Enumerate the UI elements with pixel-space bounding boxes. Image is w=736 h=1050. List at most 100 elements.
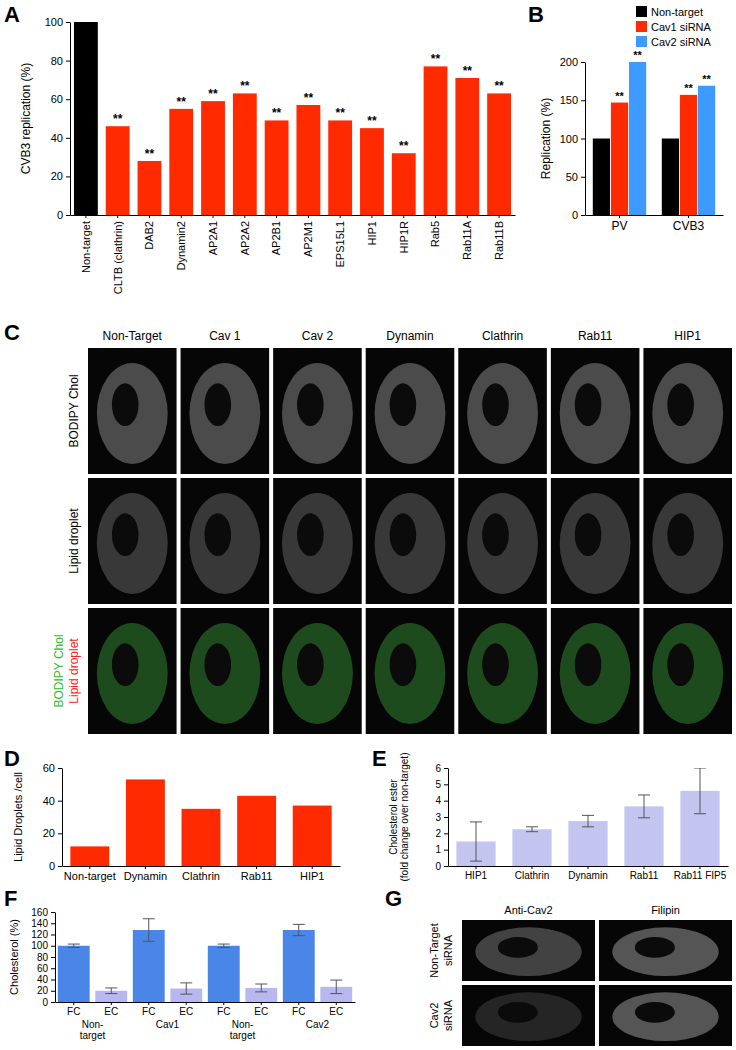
tick: Non-target (80, 215, 92, 273)
tick: 20 (51, 170, 70, 182)
cell (467, 623, 538, 724)
tick: EC (254, 1002, 268, 1017)
nucleus (297, 643, 324, 686)
nucleus (390, 383, 417, 426)
tick: 60 (43, 762, 62, 774)
cell (189, 623, 260, 724)
axis-title: Lipid Droplets /cell (12, 772, 24, 862)
tick: 40 (51, 132, 70, 144)
tick: FC (292, 1002, 305, 1017)
error-bar (143, 919, 155, 942)
tick-label: Rab11 (630, 870, 659, 881)
column-label: Clathrin (482, 329, 523, 343)
error-bar (582, 815, 594, 826)
tick-label: Non-target (80, 221, 92, 273)
nucleus (482, 383, 509, 426)
x-axis: FCECFCECFCECFCEC (56, 1002, 356, 1017)
tick-label: 0 (435, 861, 441, 872)
tick: 2 (435, 828, 448, 839)
bar (265, 120, 289, 215)
tick-mark (51, 946, 55, 947)
micrograph-frame (643, 608, 732, 734)
panel-letter: F (4, 886, 17, 911)
micrograph (181, 348, 270, 474)
plot: 0123456HIP1ClathrinDynaminRab11Rab11 FIP… (435, 763, 728, 881)
panel-letter: D (4, 746, 20, 771)
tick-label: EC (329, 1006, 343, 1017)
tick: FC (142, 1002, 155, 1017)
nucleus (498, 937, 538, 958)
micrograph (462, 985, 595, 1046)
tick: CLTB (clathrin) (112, 215, 124, 294)
cell (652, 363, 723, 464)
cell (612, 927, 718, 976)
tick-label: FC (292, 1006, 305, 1017)
tick: 0 (49, 860, 62, 872)
micrograph (643, 608, 732, 734)
error-line (148, 919, 149, 942)
tick-label: Non-target (64, 870, 116, 882)
tick-label: 80 (37, 952, 49, 963)
tick-label: HIP1R (398, 221, 410, 253)
marks (593, 62, 715, 215)
error-line (298, 924, 299, 935)
error-cap (470, 861, 482, 862)
axis-line (586, 215, 724, 216)
tick-mark (336, 1002, 337, 1005)
cell (560, 363, 631, 464)
tick: Rab5 (429, 215, 441, 247)
significance: ** (240, 79, 250, 93)
tick-label: 20 (51, 170, 63, 182)
legend-swatch (636, 21, 647, 32)
tick-label: 5 (435, 779, 441, 790)
cell (97, 493, 168, 594)
tick-mark (581, 177, 585, 178)
tick-label: 50 (566, 171, 578, 183)
tick-mark (644, 866, 645, 869)
tick-label: CVB3 (673, 219, 705, 233)
tick-label: 2 (435, 828, 441, 839)
tick: 4 (435, 795, 448, 806)
column-label: Cav 2 (302, 329, 334, 343)
nucleus (635, 937, 675, 958)
tick-label: 100 (560, 133, 578, 145)
tick: Clathrin (182, 866, 220, 882)
nucleus (204, 643, 231, 686)
tick-label: Rab11 (241, 870, 273, 882)
panel-letter: E (372, 746, 387, 771)
error-cap (694, 768, 706, 769)
bar (487, 93, 511, 215)
tick: Rab11 (241, 866, 273, 882)
error-cap (68, 947, 80, 948)
tick: 100 (31, 940, 55, 951)
tick: HIP1 (366, 215, 378, 245)
panel-letter: G (385, 886, 402, 911)
tick: 100 (45, 16, 70, 28)
tick-label: 6 (435, 763, 441, 774)
tick: HIP1R (398, 215, 410, 253)
tick-mark (403, 215, 404, 218)
bar (698, 86, 715, 215)
error-bar (180, 983, 192, 994)
tick-label: 20 (43, 827, 55, 839)
axis-line (585, 63, 586, 216)
error-cap (255, 991, 267, 992)
tick-mark (444, 866, 448, 867)
tick-label: AP2B1 (270, 221, 282, 255)
error-cap (293, 924, 305, 925)
tick-mark (145, 866, 146, 869)
tick-label: 60 (51, 93, 63, 105)
error-line (336, 980, 337, 994)
significance: ** (702, 73, 711, 85)
nucleus (204, 513, 231, 556)
tick: Clathrin (515, 866, 549, 881)
error-cap (180, 994, 192, 995)
tick-mark (435, 215, 436, 218)
significance: ** (615, 90, 624, 102)
bar (138, 161, 162, 215)
nucleus (482, 513, 509, 556)
tick: Dynamin (124, 866, 167, 882)
micrograph-frame (181, 608, 270, 734)
cell (467, 493, 538, 594)
tick-mark (51, 1002, 55, 1003)
